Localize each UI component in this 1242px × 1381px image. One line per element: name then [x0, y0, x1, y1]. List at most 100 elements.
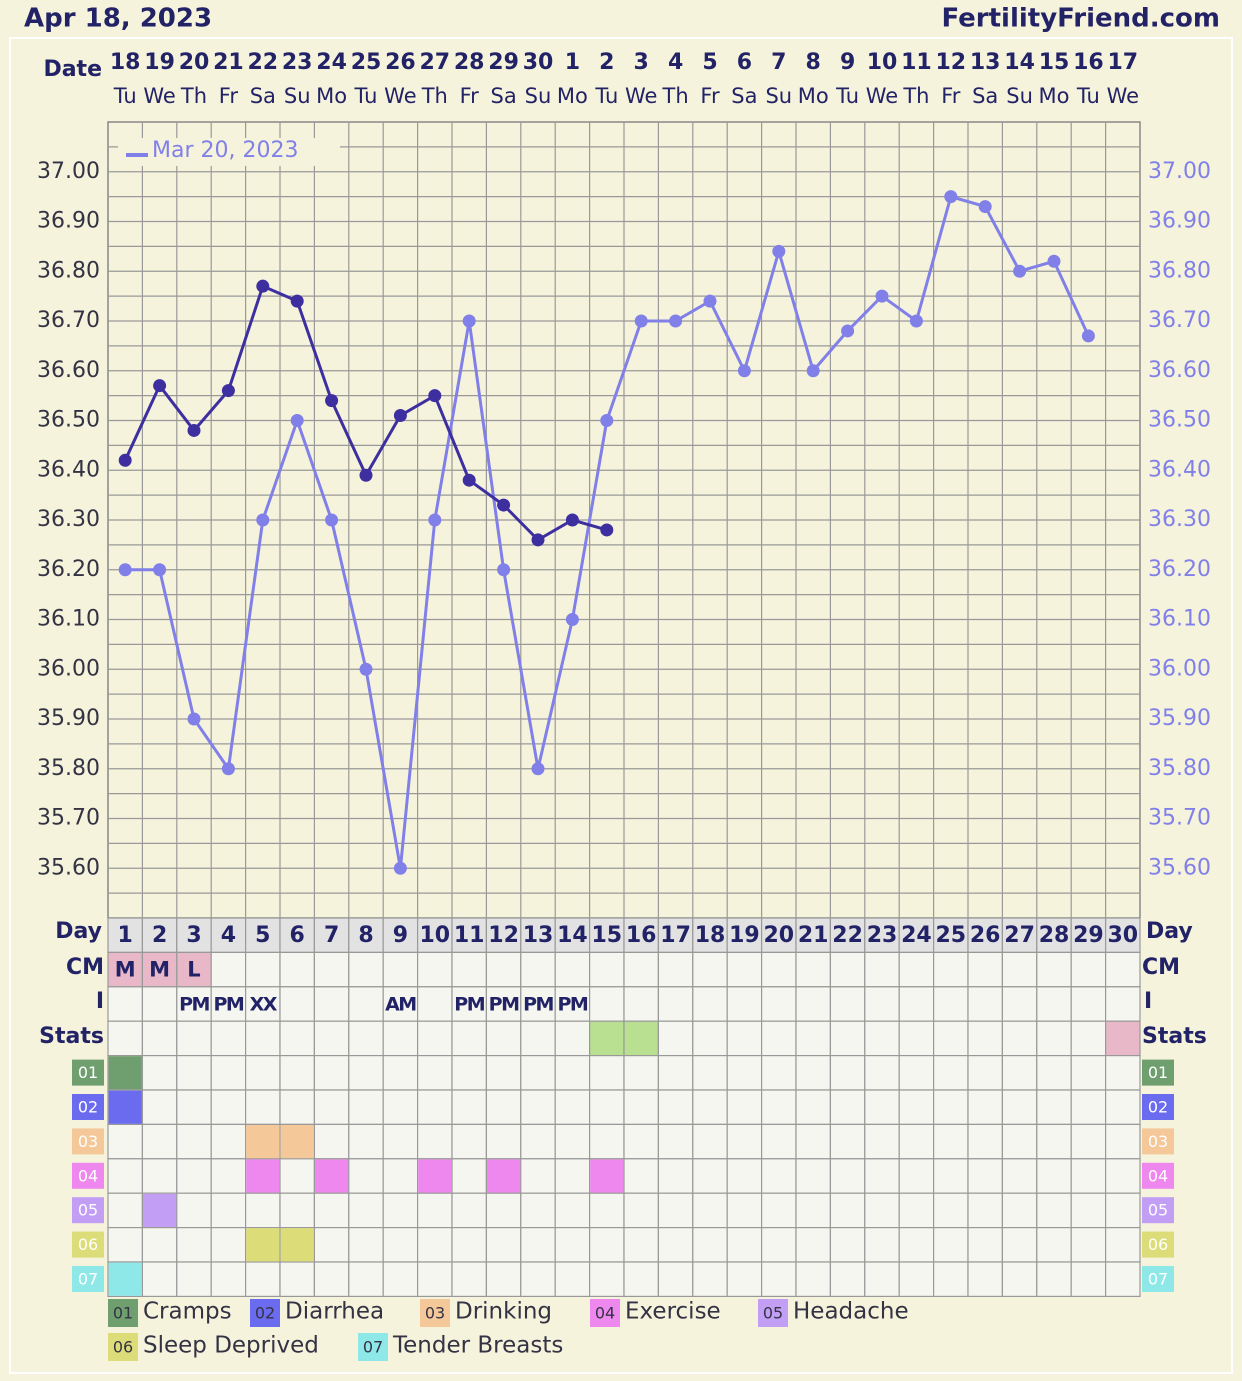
weekday: Tu [835, 84, 859, 108]
symptom-cell [520, 1261, 556, 1298]
symptom-cell [1070, 1192, 1107, 1229]
legend-code-box [358, 1333, 388, 1361]
i-cell [417, 986, 453, 1022]
symptom-cell [829, 1123, 866, 1160]
stats-cell [1070, 1020, 1107, 1057]
symptom-mark [246, 1159, 280, 1193]
symptom-cell [623, 1261, 660, 1298]
symptom-code: 01 [78, 1063, 98, 1082]
symptom-cell [210, 1192, 247, 1229]
i-cell [967, 986, 1004, 1022]
symptom-cell [932, 1123, 969, 1160]
symptom-cell [382, 1261, 419, 1298]
legend-code: 01 [113, 1304, 133, 1323]
legend-code-box [250, 1299, 280, 1327]
symptom-cell [141, 1226, 178, 1263]
symptom-code-box [1142, 1059, 1174, 1086]
stats-cell [141, 1020, 178, 1057]
symptom-mark [280, 1228, 314, 1262]
weekday: Sa [972, 84, 998, 108]
cm-cell [176, 951, 212, 988]
symptom-cell [967, 1089, 1004, 1126]
i-cell [898, 986, 935, 1022]
symptom-mark [280, 1125, 314, 1159]
legend-code-box [420, 1299, 450, 1327]
day-number: 2 [152, 923, 167, 948]
symptom-cell [1001, 1089, 1038, 1126]
cm-cell [760, 951, 797, 988]
symptom-code: 06 [1148, 1235, 1168, 1254]
data-point [841, 324, 855, 338]
symptom-cell [279, 1261, 316, 1298]
i-cell [1104, 986, 1141, 1022]
cm-cell [1104, 951, 1141, 988]
y2-tick-label: 36.10 [1148, 607, 1211, 632]
symptom-cell [829, 1158, 866, 1194]
stats-label: Stats [39, 1024, 104, 1049]
legend-name: Headache [793, 1299, 909, 1325]
symptom-cell [141, 1089, 178, 1126]
symptom-cell [726, 1158, 763, 1194]
data-point [325, 394, 339, 408]
day-number: 20 [763, 923, 794, 948]
symptom-cell [451, 1192, 488, 1229]
day-number: 3 [186, 923, 201, 948]
symptom-cell [795, 1192, 832, 1229]
symptom-cell [1001, 1158, 1038, 1194]
symptom-code-box [1142, 1197, 1174, 1224]
symptom-cell [210, 1089, 247, 1126]
stats-cell [210, 1020, 247, 1057]
symptom-cell [657, 1192, 694, 1229]
symptom-code-box [72, 1059, 104, 1086]
symptom-cell [1070, 1158, 1107, 1194]
stats-cell [382, 1020, 419, 1057]
symptom-cell [932, 1089, 969, 1126]
legend-code: 03 [425, 1304, 445, 1323]
stats-cell [417, 1020, 453, 1057]
day-number: 26 [970, 923, 1001, 948]
legend-label: Mar 20, 2023 [152, 138, 298, 163]
stats-cell [760, 1020, 797, 1057]
symptom-cell [864, 1158, 900, 1194]
symptom-cell [760, 1261, 797, 1298]
symptom-cell [967, 1123, 1004, 1160]
y2-tick-label: 36.00 [1148, 656, 1211, 681]
symptom-cell [554, 1054, 591, 1091]
symptom-cell [1070, 1261, 1107, 1298]
data-point [462, 314, 476, 328]
symptom-code-box [72, 1162, 104, 1189]
symptom-cell [107, 1158, 144, 1194]
weekday: Fr [700, 84, 720, 108]
day-number: 11 [454, 923, 485, 948]
i-value: PM [454, 994, 484, 1016]
weekday: We [625, 84, 657, 108]
symptom-code: 05 [78, 1201, 98, 1220]
symptom-code: 05 [1148, 1201, 1168, 1220]
data-point [393, 409, 407, 423]
symptom-cell [382, 1158, 419, 1194]
symptom-cell [554, 1261, 591, 1298]
legend-name: Drinking [455, 1299, 552, 1325]
y-tick-label: 37.00 [37, 159, 100, 184]
symptom-cell [623, 1054, 660, 1091]
symptom-cell [588, 1261, 625, 1298]
day-cell [141, 917, 178, 954]
stats-cell [1036, 1020, 1072, 1057]
i-cell [1036, 986, 1072, 1022]
symptom-code-box [1142, 1231, 1174, 1258]
symptom-cell [864, 1054, 900, 1091]
y2-tick-label: 35.60 [1148, 855, 1211, 880]
symptom-cell [829, 1192, 866, 1229]
day-number: 1 [118, 923, 133, 948]
data-point [153, 379, 167, 393]
symptom-mark [143, 1193, 177, 1227]
date-number: 7 [771, 50, 786, 75]
symptom-cell [417, 1261, 453, 1298]
symptom-cell [898, 1054, 935, 1091]
y-tick-label: 36.80 [37, 258, 100, 283]
symptom-cell [451, 1089, 488, 1126]
symptom-cell [657, 1123, 694, 1160]
symptom-cell [348, 1192, 384, 1229]
i-label: I [1144, 989, 1152, 1014]
data-point [290, 294, 304, 308]
